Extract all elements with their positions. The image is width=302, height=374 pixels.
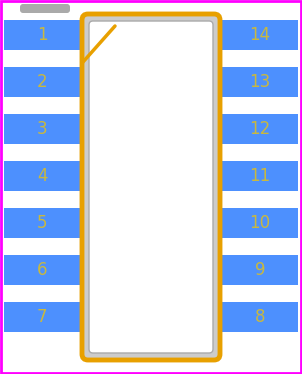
FancyBboxPatch shape [20,4,70,13]
Text: 14: 14 [249,26,271,44]
Text: 4: 4 [37,167,47,185]
Bar [222,255,298,285]
Text: 3: 3 [37,120,47,138]
Bar [222,20,298,50]
FancyBboxPatch shape [89,21,213,353]
Bar [222,302,298,332]
Bar [222,67,298,97]
Bar [4,161,80,191]
Text: 12: 12 [249,120,271,138]
Bar [222,114,298,144]
Text: 1: 1 [37,26,47,44]
Text: 10: 10 [249,214,271,232]
Bar [4,302,80,332]
Text: 11: 11 [249,167,271,185]
Bar [4,208,80,238]
Text: 2: 2 [37,73,47,91]
FancyBboxPatch shape [82,14,220,360]
Text: 8: 8 [255,308,265,326]
Bar [222,208,298,238]
Bar [4,67,80,97]
Text: 7: 7 [37,308,47,326]
Bar [4,255,80,285]
Text: 5: 5 [37,214,47,232]
Text: 6: 6 [37,261,47,279]
Bar [4,20,80,50]
Bar [222,161,298,191]
Text: 9: 9 [255,261,265,279]
Bar [4,114,80,144]
Text: 13: 13 [249,73,271,91]
